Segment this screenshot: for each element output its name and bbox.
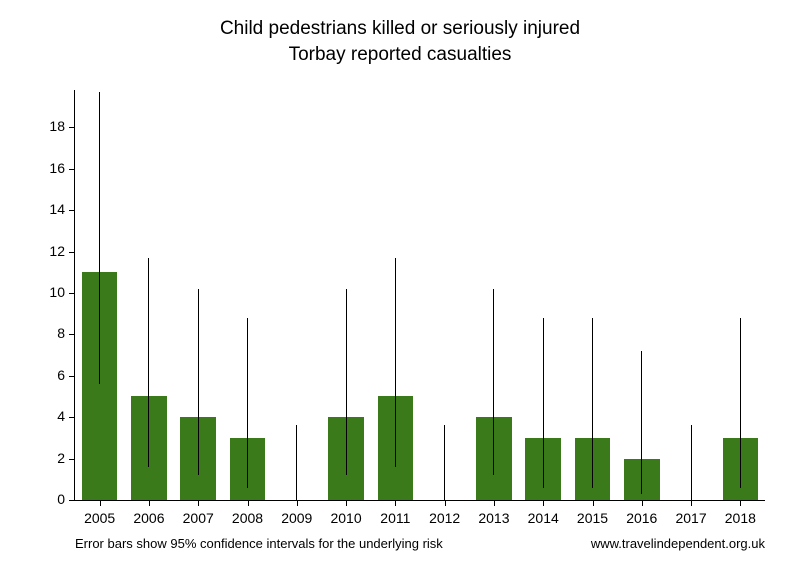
y-axis-label: 2 [35,450,65,466]
x-tick [198,500,199,506]
error-bar [395,258,396,467]
x-tick [149,500,150,506]
y-tick [69,293,75,294]
y-axis-label: 14 [35,201,65,217]
error-bar [296,425,297,500]
x-axis-label: 2007 [174,510,223,526]
x-tick [445,500,446,506]
y-tick [69,210,75,211]
x-tick [494,500,495,506]
y-axis-label: 10 [35,284,65,300]
y-axis-label: 4 [35,408,65,424]
x-tick [740,500,741,506]
error-bar [691,425,692,500]
x-axis-label: 2017 [666,510,715,526]
y-tick [69,459,75,460]
error-bar [148,258,149,467]
error-bar [444,425,445,500]
error-bar [543,318,544,488]
error-bar [198,289,199,475]
y-axis-label: 8 [35,325,65,341]
y-tick [69,252,75,253]
y-axis [74,90,75,500]
x-tick [642,500,643,506]
error-bar [247,318,248,488]
footer-right: www.travelindependent.org.uk [591,536,765,551]
error-bar [346,289,347,475]
x-axis-label: 2015 [568,510,617,526]
x-axis-label: 2010 [321,510,370,526]
x-tick [100,500,101,506]
error-bar [99,92,100,384]
x-tick [346,500,347,506]
error-bar [592,318,593,488]
y-tick [69,127,75,128]
y-axis-label: 16 [35,160,65,176]
title-line2: Torbay reported casualties [0,44,800,66]
x-axis-label: 2014 [519,510,568,526]
y-tick [69,169,75,170]
error-bar [493,289,494,475]
y-axis-label: 18 [35,118,65,134]
y-tick [69,500,75,501]
x-tick [248,500,249,506]
x-tick [395,500,396,506]
footer-left: Error bars show 95% confidence intervals… [75,536,443,551]
x-tick [543,500,544,506]
x-axis-label: 2013 [469,510,518,526]
x-tick [297,500,298,506]
x-axis-label: 2005 [75,510,124,526]
error-bar [740,318,741,488]
y-tick [69,334,75,335]
x-tick [691,500,692,506]
x-axis-label: 2009 [272,510,321,526]
plot-area: 0246810121416182005200620072008200920102… [75,90,765,500]
x-axis-label: 2011 [371,510,420,526]
y-axis-label: 6 [35,367,65,383]
x-axis-label: 2018 [716,510,765,526]
x-axis [75,500,765,501]
x-axis-label: 2016 [617,510,666,526]
x-axis-label: 2006 [124,510,173,526]
y-tick [69,376,75,377]
x-tick [593,500,594,506]
x-axis-label: 2008 [223,510,272,526]
chart-container: Child pedestrians killed or seriously in… [0,0,800,580]
y-tick [69,417,75,418]
y-axis-label: 12 [35,243,65,259]
chart-title: Child pedestrians killed or seriously in… [0,18,800,66]
title-line1: Child pedestrians killed or seriously in… [0,18,800,40]
y-axis-label: 0 [35,491,65,507]
x-axis-label: 2012 [420,510,469,526]
error-bar [641,351,642,494]
